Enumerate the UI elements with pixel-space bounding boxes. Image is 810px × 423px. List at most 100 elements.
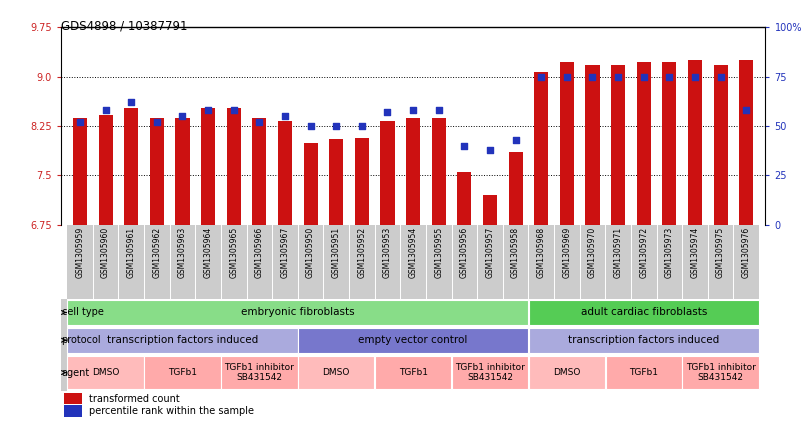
Point bbox=[304, 123, 317, 129]
Bar bbox=[458, 172, 471, 225]
Bar bbox=[252, 118, 266, 225]
Text: GSM1305975: GSM1305975 bbox=[716, 227, 725, 278]
Text: GSM1305967: GSM1305967 bbox=[280, 227, 289, 278]
Text: DMSO: DMSO bbox=[322, 368, 350, 377]
Bar bbox=[221, 356, 297, 389]
Point bbox=[433, 107, 446, 114]
Bar bbox=[67, 300, 528, 325]
Text: GSM1305964: GSM1305964 bbox=[203, 227, 212, 278]
Bar bbox=[201, 108, 215, 225]
Bar bbox=[64, 406, 82, 417]
Bar bbox=[740, 60, 753, 225]
Bar bbox=[67, 356, 144, 389]
Text: GSM1305952: GSM1305952 bbox=[357, 227, 366, 278]
Point bbox=[484, 146, 497, 153]
Point bbox=[381, 109, 394, 115]
Bar bbox=[529, 300, 759, 325]
Point bbox=[74, 119, 87, 126]
Bar bbox=[381, 121, 394, 225]
Text: GSM1305973: GSM1305973 bbox=[665, 227, 674, 278]
Text: GSM1305974: GSM1305974 bbox=[690, 227, 700, 278]
Bar bbox=[375, 356, 451, 389]
Bar bbox=[529, 356, 605, 389]
Bar bbox=[688, 60, 702, 225]
Bar bbox=[64, 393, 82, 404]
Bar bbox=[99, 115, 113, 225]
Bar bbox=[298, 356, 374, 389]
Text: GDS4898 / 10387791: GDS4898 / 10387791 bbox=[61, 19, 187, 32]
Text: GSM1305954: GSM1305954 bbox=[408, 227, 418, 278]
Point bbox=[586, 74, 599, 80]
Bar bbox=[663, 62, 676, 225]
Text: empty vector control: empty vector control bbox=[358, 335, 468, 345]
Bar bbox=[67, 328, 297, 353]
Text: TGFb1: TGFb1 bbox=[629, 368, 659, 377]
Bar bbox=[509, 152, 522, 225]
Point bbox=[561, 74, 573, 80]
Point bbox=[714, 74, 727, 80]
Bar bbox=[406, 118, 420, 225]
Point bbox=[509, 137, 522, 143]
Point bbox=[740, 107, 752, 114]
Text: adult cardiac fibroblasts: adult cardiac fibroblasts bbox=[581, 308, 707, 318]
Bar bbox=[73, 118, 87, 225]
Text: protocol: protocol bbox=[62, 335, 101, 345]
Text: GSM1305955: GSM1305955 bbox=[434, 227, 443, 278]
Bar bbox=[560, 62, 574, 225]
Point bbox=[688, 74, 701, 80]
Bar bbox=[304, 143, 318, 225]
Point bbox=[535, 74, 548, 80]
Text: transcription factors induced: transcription factors induced bbox=[107, 335, 258, 345]
Text: agent: agent bbox=[62, 368, 90, 378]
Text: transformed count: transformed count bbox=[89, 393, 180, 404]
Bar bbox=[150, 118, 164, 225]
Point bbox=[407, 107, 420, 114]
Text: TGFb1: TGFb1 bbox=[399, 368, 428, 377]
Text: TGFb1 inhibitor
SB431542: TGFb1 inhibitor SB431542 bbox=[455, 363, 525, 382]
Text: GSM1305959: GSM1305959 bbox=[75, 227, 84, 278]
Text: GSM1305971: GSM1305971 bbox=[614, 227, 623, 278]
Bar bbox=[714, 65, 727, 225]
Bar bbox=[61, 299, 67, 326]
Text: GSM1305965: GSM1305965 bbox=[229, 227, 238, 278]
Text: GSM1305957: GSM1305957 bbox=[485, 227, 494, 278]
Bar bbox=[61, 354, 67, 391]
Text: GSM1305962: GSM1305962 bbox=[152, 227, 161, 278]
Point bbox=[637, 74, 650, 80]
Text: GSM1305966: GSM1305966 bbox=[255, 227, 264, 278]
Text: GSM1305953: GSM1305953 bbox=[383, 227, 392, 278]
Point bbox=[279, 113, 292, 120]
Text: TGFb1 inhibitor
SB431542: TGFb1 inhibitor SB431542 bbox=[686, 363, 756, 382]
Text: GSM1305969: GSM1305969 bbox=[562, 227, 571, 278]
Text: GSM1305968: GSM1305968 bbox=[537, 227, 546, 278]
Text: GSM1305958: GSM1305958 bbox=[511, 227, 520, 278]
Point bbox=[458, 143, 471, 149]
Text: GSM1305963: GSM1305963 bbox=[178, 227, 187, 278]
Bar bbox=[278, 121, 292, 225]
Bar bbox=[637, 62, 650, 225]
Point bbox=[99, 107, 112, 114]
Text: DMSO: DMSO bbox=[92, 368, 119, 377]
Point bbox=[176, 113, 189, 120]
Bar bbox=[124, 108, 139, 225]
Text: DMSO: DMSO bbox=[553, 368, 581, 377]
Bar bbox=[682, 356, 759, 389]
Text: GSM1305961: GSM1305961 bbox=[126, 227, 136, 278]
Point bbox=[228, 107, 241, 114]
Text: GSM1305951: GSM1305951 bbox=[332, 227, 341, 278]
Bar bbox=[611, 65, 625, 225]
Point bbox=[663, 74, 676, 80]
Bar bbox=[483, 195, 497, 225]
Bar bbox=[176, 118, 190, 225]
Bar bbox=[529, 328, 759, 353]
Point bbox=[151, 119, 164, 126]
Bar bbox=[586, 65, 599, 225]
Bar bbox=[227, 108, 241, 225]
Text: GSM1305976: GSM1305976 bbox=[742, 227, 751, 278]
Point bbox=[330, 123, 343, 129]
Bar bbox=[144, 356, 220, 389]
Text: TGFb1: TGFb1 bbox=[168, 368, 197, 377]
Text: GSM1305972: GSM1305972 bbox=[639, 227, 648, 278]
Bar bbox=[606, 356, 682, 389]
Bar bbox=[452, 356, 528, 389]
